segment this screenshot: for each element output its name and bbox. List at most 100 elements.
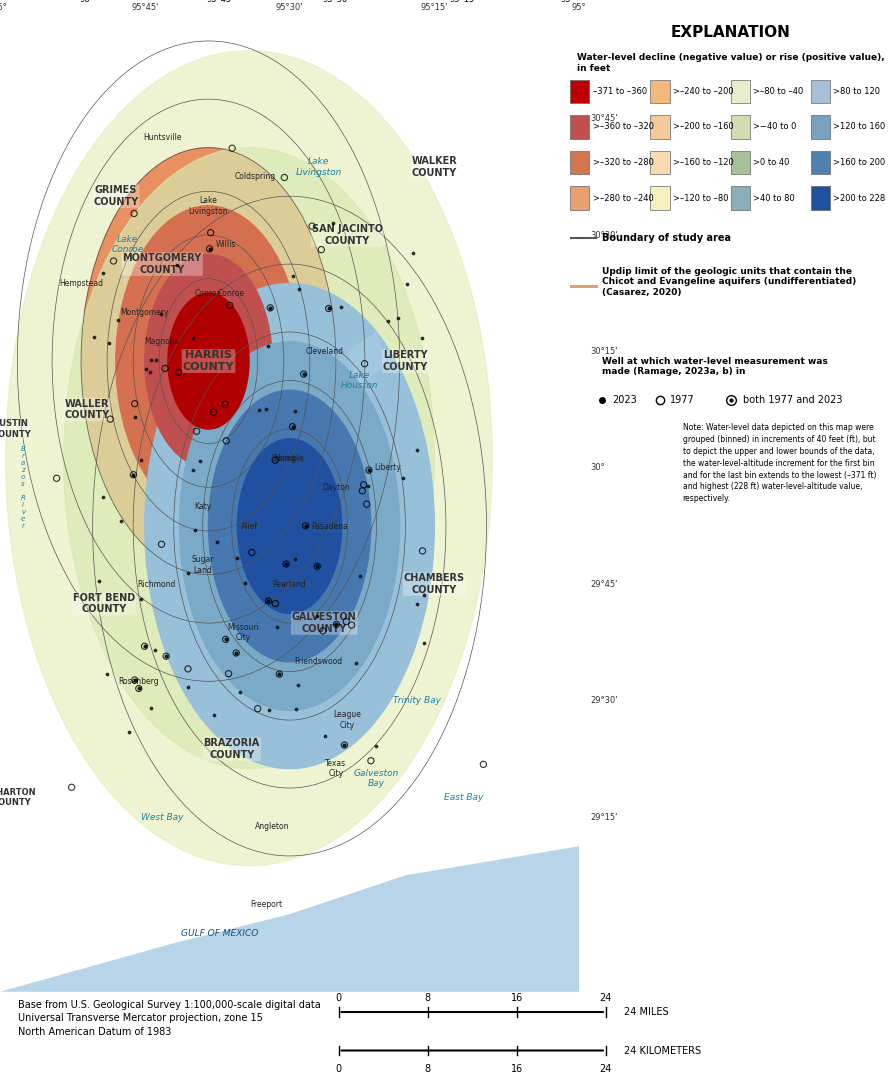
Point [139, 360, 153, 377]
Point [298, 517, 313, 535]
Point [230, 550, 244, 567]
Text: 16: 16 [511, 1064, 523, 1075]
Text: League
City: League City [333, 710, 362, 730]
Point [149, 351, 163, 369]
Point [159, 648, 173, 665]
Text: GRIMES
COUNTY: GRIMES COUNTY [94, 185, 138, 207]
Text: Note: Water-level data depicted on this map were
grouped (binned) in increments : Note: Water-level data depicted on this … [683, 424, 876, 503]
Text: Magnolia: Magnolia [144, 337, 180, 346]
Point [171, 363, 185, 381]
Point [285, 418, 299, 436]
Point [334, 299, 348, 316]
Point [357, 355, 372, 372]
Point [218, 631, 233, 648]
Text: Humble: Humble [274, 454, 305, 462]
Point [95, 264, 110, 281]
Point [103, 411, 118, 428]
Bar [650, 115, 670, 139]
Point [87, 329, 102, 346]
Point [298, 517, 313, 535]
Text: 30°15': 30°15' [591, 347, 618, 356]
Text: 29°45': 29°45' [591, 580, 618, 589]
Point [132, 680, 146, 697]
Point [181, 564, 195, 581]
Point [122, 723, 136, 741]
Point [114, 512, 128, 529]
Text: FORT BEND
COUNTY: FORT BEND COUNTY [73, 593, 135, 614]
Point [396, 469, 410, 486]
Text: 24 KILOMETERS: 24 KILOMETERS [624, 1046, 701, 1055]
Point [261, 592, 275, 609]
Text: >–200 to –160: >–200 to –160 [673, 123, 733, 132]
Circle shape [63, 148, 435, 769]
Polygon shape [0, 846, 579, 992]
Text: 0: 0 [336, 1064, 341, 1075]
Text: Base from U.S. Geological Survey 1:100,000-scale digital data
Universal Transver: Base from U.S. Geological Survey 1:100,0… [18, 1000, 321, 1037]
Text: Cleveland: Cleveland [306, 347, 343, 356]
Point [290, 677, 305, 694]
Text: Boundary of study area: Boundary of study area [602, 234, 732, 244]
Point [263, 300, 277, 317]
Text: Rosenberg: Rosenberg [119, 677, 159, 686]
Point [143, 351, 158, 369]
Circle shape [116, 206, 301, 516]
Text: 16: 16 [511, 993, 523, 1003]
Text: 2023: 2023 [612, 395, 637, 404]
Point [410, 441, 424, 458]
Text: Galveston
Bay: Galveston Bay [354, 769, 399, 788]
Point [410, 596, 424, 613]
Point [330, 616, 344, 633]
Point [362, 461, 376, 479]
Bar [731, 80, 750, 103]
Point [415, 542, 429, 559]
Point [127, 672, 142, 689]
Point [229, 645, 243, 662]
Point [338, 736, 352, 754]
Point [417, 586, 431, 604]
Point [305, 218, 319, 235]
Text: >–360 to –320: >–360 to –320 [593, 123, 654, 132]
Point [50, 470, 64, 487]
Point [364, 752, 378, 770]
Text: CHAMBERS
COUNTY: CHAMBERS COUNTY [404, 573, 465, 595]
Text: Lake
Livingston: Lake Livingston [295, 157, 342, 177]
Point [110, 312, 125, 329]
Point [210, 534, 225, 551]
Point [185, 329, 200, 346]
Text: GULF OF MEXICO: GULF OF MEXICO [182, 929, 258, 938]
Point [64, 778, 78, 796]
Bar [570, 151, 590, 175]
Point [390, 309, 405, 327]
Text: 24 MILES: 24 MILES [624, 1007, 668, 1017]
Point [127, 395, 142, 412]
Text: 24: 24 [600, 1064, 612, 1075]
Point [92, 572, 106, 590]
Point [181, 660, 195, 677]
Point [206, 403, 220, 420]
Text: >–160 to –120: >–160 to –120 [673, 158, 733, 167]
Point [143, 363, 157, 381]
Text: Conroe: Conroe [195, 289, 222, 298]
Point [132, 680, 146, 697]
Point [345, 617, 359, 634]
Text: >−40 to 0: >−40 to 0 [753, 123, 797, 132]
Text: Willis: Willis [216, 240, 236, 249]
Point [261, 592, 275, 609]
Text: Pearland: Pearland [273, 580, 307, 589]
Text: GALVESTON
COUNTY: GALVESTON COUNTY [292, 612, 356, 634]
Text: Texas
City: Texas City [325, 759, 347, 778]
Text: Richmond: Richmond [137, 580, 176, 589]
Bar [650, 151, 670, 175]
Point [134, 591, 148, 608]
Text: East Bay: East Bay [444, 793, 483, 802]
Point [190, 423, 204, 440]
Point [127, 205, 141, 222]
Point [100, 665, 114, 682]
Point [310, 557, 324, 575]
Point [349, 654, 364, 672]
Point [361, 478, 375, 495]
Point [258, 400, 273, 417]
Point [154, 536, 168, 553]
Bar [570, 80, 590, 103]
Text: Sugar
Land: Sugar Land [192, 555, 214, 575]
